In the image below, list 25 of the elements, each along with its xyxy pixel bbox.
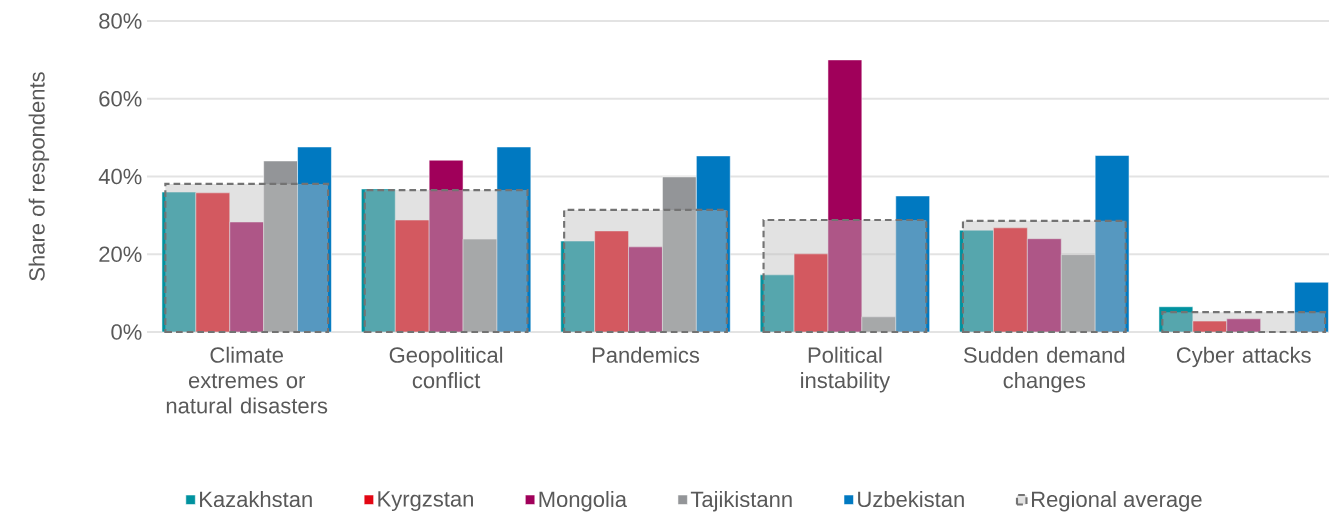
bar [363, 189, 529, 334]
y-tick-label: 60% [99, 90, 142, 107]
legend-label: Kyrgzstan [378, 491, 473, 512]
legend-label: Kazakhstan [200, 490, 312, 508]
y-tick-label: 40% [98, 168, 142, 185]
y-tick-label: 20% [99, 246, 142, 263]
bar [164, 182, 330, 334]
x-tick-label: Geopolitical conflict [389, 346, 503, 389]
x-tick-label: Cyber attacks [1176, 346, 1311, 368]
legend-label: Regional average [1032, 490, 1202, 512]
y-axis-title: Share of respondents [28, 72, 50, 281]
legend-label: Mongolia [539, 490, 627, 512]
y-tick-label: 80% [99, 13, 142, 29]
bar [961, 219, 1127, 334]
x-tick-label: Sudden demand changes [963, 346, 1125, 393]
legend-label: Uzbekistan [858, 490, 964, 508]
bar [762, 218, 928, 334]
y-tick-label: 0% [111, 324, 142, 340]
x-tick-label: Climate extremes or natural disasters [166, 346, 328, 414]
bar [1161, 311, 1327, 334]
legend-label: Tajikistann [690, 490, 792, 512]
x-tick-label: Pandemics [592, 346, 700, 363]
bar [563, 208, 728, 334]
bar [1294, 281, 1329, 333]
x-tick-label: Political instability [801, 346, 891, 393]
